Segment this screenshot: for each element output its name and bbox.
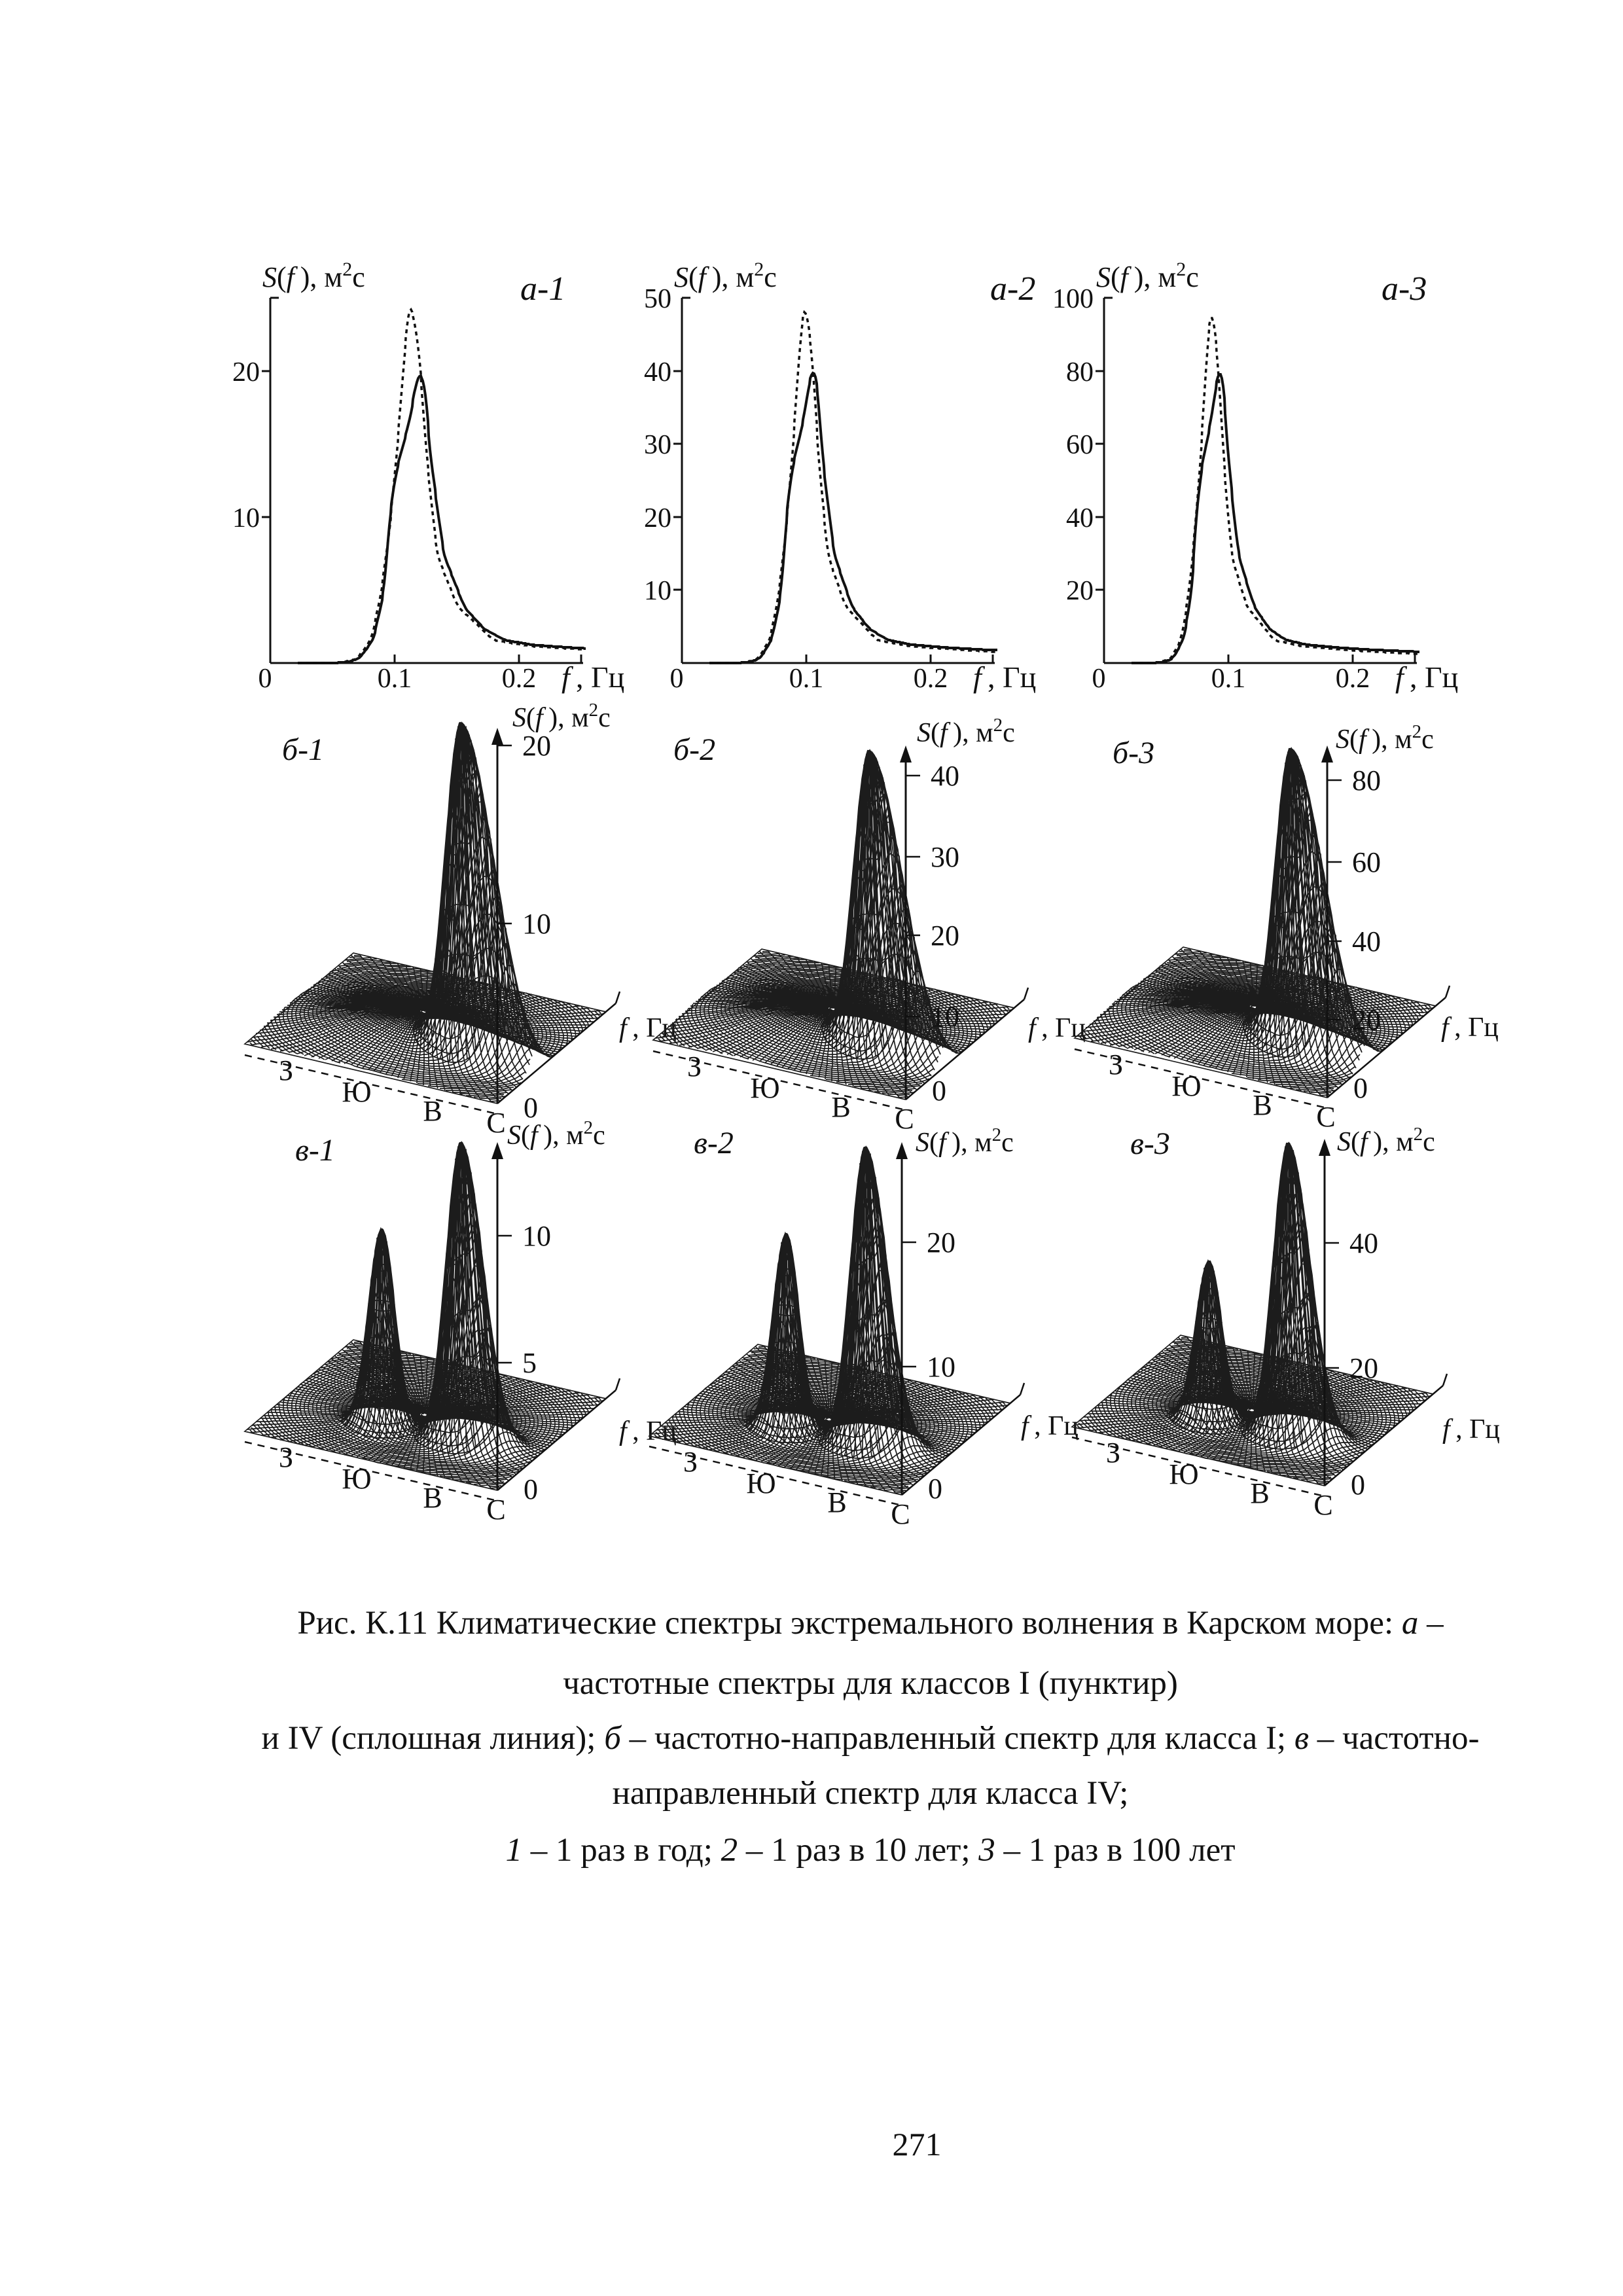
svg-text:1 – 1 раз в год; 2 – 1 раз в 1: 1 – 1 раз в год; 2 – 1 раз в 10 лет; 3 –… [505,1832,1235,1869]
svg-text:0.1: 0.1 [1211,664,1246,694]
svg-text:20: 20 [644,503,671,533]
svg-text:20: 20 [1352,1004,1381,1036]
svg-text:0.1: 0.1 [789,664,824,694]
svg-text:В: В [1250,1477,1269,1509]
svg-text:10: 10 [232,503,260,533]
svg-text:0.2: 0.2 [1336,664,1370,694]
svg-text:С: С [1313,1489,1332,1521]
svg-text:20: 20 [1349,1352,1378,1384]
svg-text:З: З [1106,1437,1120,1469]
svg-text:0: 0 [932,1075,946,1107]
svg-text:f , Гц: f , Гц [1441,1013,1499,1043]
svg-text:В: В [827,1486,846,1518]
svg-text:направленный спектр для класса: направленный спектр для класса IV; [613,1775,1129,1812]
svg-text:10: 10 [522,908,551,940]
svg-text:б-1: б-1 [282,732,324,767]
svg-text:40: 40 [1352,925,1381,958]
svg-text:20: 20 [1066,576,1094,606]
svg-text:З: З [1109,1049,1123,1081]
svg-text:Ю: Ю [746,1467,776,1499]
svg-text:С: С [895,1103,914,1135]
svg-text:З: З [279,1054,293,1086]
svg-text:В: В [831,1091,850,1123]
svg-text:20: 20 [931,920,959,952]
svg-text:Рис. К.11 Климатические спектр: Рис. К.11 Климатические спектры экстрема… [297,1605,1444,1641]
svg-text:0: 0 [524,1473,538,1505]
svg-text:0.2: 0.2 [502,664,537,694]
svg-text:б-3: б-3 [1113,736,1154,770]
svg-text:и IV (сплошная линия); б – час: и IV (сплошная линия); б – частотно-напр… [262,1720,1480,1757]
svg-text:в-3: в-3 [1130,1126,1170,1161]
svg-text:50: 50 [644,284,671,314]
svg-text:f , Гц: f , Гц [1395,660,1458,694]
svg-text:80: 80 [1066,357,1094,387]
svg-text:0: 0 [670,664,684,694]
svg-text:С: С [1316,1101,1335,1133]
svg-text:60: 60 [1066,430,1094,460]
svg-text:0: 0 [1351,1469,1365,1501]
svg-text:10: 10 [644,576,671,606]
svg-text:б-2: б-2 [673,732,715,767]
svg-text:f , Гц: f , Гц [1021,1411,1079,1441]
svg-text:100: 100 [1052,284,1094,314]
svg-text:S(f ), м2с: S(f ), м2с [1337,1124,1435,1157]
svg-text:30: 30 [644,430,671,460]
svg-text:В: В [423,1482,442,1514]
svg-text:а-3: а-3 [1382,270,1427,308]
svg-text:S(f ), м2с: S(f ), м2с [262,259,365,293]
svg-text:Ю: Ю [1169,1458,1198,1490]
svg-text:f , Гц: f , Гц [1442,1414,1500,1444]
svg-text:Ю: Ю [1171,1070,1201,1102]
svg-text:40: 40 [1349,1227,1378,1259]
svg-text:а-2: а-2 [990,270,1035,308]
svg-text:С: С [891,1498,910,1530]
svg-text:0.1: 0.1 [378,664,412,694]
svg-text:0: 0 [1092,664,1106,694]
svg-text:40: 40 [1066,503,1094,533]
svg-text:в-2: в-2 [694,1126,734,1160]
svg-text:10: 10 [931,1001,959,1033]
svg-text:З: З [279,1441,293,1473]
svg-text:0: 0 [259,664,272,694]
svg-text:0: 0 [524,1092,538,1124]
svg-text:0: 0 [1353,1072,1368,1104]
svg-text:С: С [486,1107,505,1139]
svg-text:В: В [1253,1089,1272,1121]
svg-text:0.2: 0.2 [914,664,948,694]
svg-text:f , Гц: f , Гц [1028,1013,1086,1043]
svg-text:20: 20 [522,730,551,762]
svg-text:Ю: Ю [750,1072,779,1104]
svg-text:С: С [486,1494,505,1526]
svg-text:З: З [683,1446,698,1478]
svg-text:В: В [423,1095,442,1127]
svg-text:80: 80 [1352,764,1381,797]
svg-text:частотные спектры для классов: частотные спектры для классов I (пунктир… [563,1665,1178,1702]
svg-text:271: 271 [893,2126,942,2162]
svg-text:40: 40 [931,760,959,792]
svg-text:60: 60 [1352,846,1381,878]
svg-text:20: 20 [232,357,260,387]
svg-text:а-1: а-1 [520,270,565,308]
svg-text:40: 40 [644,357,671,387]
svg-text:0: 0 [928,1473,942,1505]
svg-text:10: 10 [522,1220,551,1252]
svg-text:в-1: в-1 [295,1133,335,1168]
svg-text:5: 5 [522,1347,537,1379]
svg-text:З: З [687,1050,702,1083]
svg-text:30: 30 [931,841,959,873]
svg-text:Ю: Ю [342,1076,371,1108]
svg-text:20: 20 [927,1227,955,1259]
svg-text:Ю: Ю [342,1463,371,1495]
svg-text:10: 10 [927,1351,955,1383]
svg-text:f , Гц: f , Гц [973,660,1036,694]
svg-text:f , Гц: f , Гц [562,660,624,694]
